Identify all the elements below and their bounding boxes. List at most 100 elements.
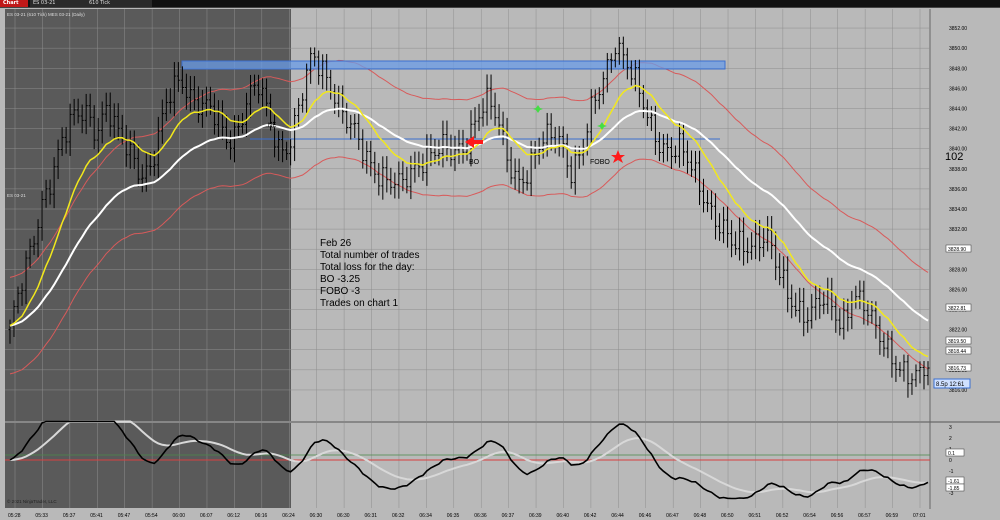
price-label-box [945,346,972,355]
time-tick: 06:56 [831,513,844,519]
time-tick: 06:48 [694,513,707,519]
time-tick: 06:47 [666,513,679,519]
price-label-box [945,244,972,253]
price-tick: 3840.00 [949,147,967,153]
price-tick: 3836.00 [949,187,967,193]
copyright-label: © 2021 NinjaTrader, LLC [7,498,57,504]
time-tick: 06:30 [310,513,323,519]
notes-line: Total number of trades [320,250,420,261]
fast-moving-average [9,84,929,358]
price-tick: 3838.00 [949,167,967,173]
notes-line: Trades on chart 1 [320,298,398,309]
time-tick: 06:12 [227,513,240,519]
time-tick: 06:42 [584,513,597,519]
time-tick: 05:54 [145,513,158,519]
time-tick: 07:01 [913,513,926,519]
time-tick: 06:44 [611,513,624,519]
time-tick: 05:37 [63,513,76,519]
title-bar: Chart ES 03-21 610 Tick [0,0,1000,7]
side-value-label: 102 [945,151,963,163]
time-tick: 06:57 [858,513,871,519]
oscillator-signal-line [9,420,928,494]
time-tick: 05:47 [118,513,131,519]
osc-label-box [945,448,965,457]
notes-line: BO -3.25 [320,274,360,285]
panel-header: ES 03-21 (610 Tick) MES 03-21 (Daily) [7,12,85,17]
oscillator-line [9,420,929,500]
osc-tick: 3 [949,425,952,431]
oscillator-axis-highlights: 0.1 -1.61 -1.85 [945,448,965,492]
price-tick: 3816.00 [949,388,967,394]
period-selector[interactable]: 610 Tick [86,0,152,7]
price-label-box [945,303,972,312]
bar-countdown: 8.5p 12:61 [936,382,965,388]
time-tick: 06:31 [365,513,378,519]
price-tick: 3822.00 [949,328,967,334]
resistance-zone [181,60,726,70]
upper-envelope [9,59,929,278]
time-tick: 06:37 [502,513,515,519]
price-tick: 3826.00 [949,287,967,293]
time-tick: 06:16 [255,513,268,519]
time-tick: 06:52 [776,513,789,519]
notes-line: Total loss for the day: [320,262,415,273]
osc-tick: -3 [949,491,954,497]
envelope-bands [9,59,929,375]
time-tick: 06:00 [173,513,186,519]
grid-lines [5,9,930,421]
price-tick: 3832.00 [949,227,967,233]
time-tick: 06:51 [748,513,761,519]
time-tick: 06:50 [721,513,734,519]
toolbar-divider [0,7,1000,8]
price-axis-area [930,9,1000,509]
bar-countdown-box [933,378,971,389]
time-tick: 06:46 [639,513,652,519]
time-tick: 06:39 [529,513,542,519]
price-tick: 3852.00 [949,26,967,32]
instrument-short-label: ES 03-21 [7,193,26,198]
price-tick: 3828.00 [949,267,967,273]
price-tick: 3842.00 [949,127,967,133]
price-label: 3819.50 [948,339,966,345]
price-label-box [945,363,972,372]
chart-menu-button[interactable]: Chart [0,0,28,7]
time-tick: 05:41 [90,513,103,519]
notes-line: FOBO -3 [320,286,360,297]
price-tick: 3834.00 [949,207,967,213]
time-tick: 06:40 [556,513,569,519]
shaded-session-region [5,9,291,421]
price-label: 3816.73 [948,366,966,372]
time-tick: 06:30 [337,513,350,519]
osc-tick: -1 [949,469,954,475]
osc-label: -1.61 [948,479,960,485]
time-tick: 06:35 [447,513,460,519]
fobo-marker-label: FOBO [590,159,610,166]
price-label: 3818.44 [948,349,966,355]
oscillator-grid [14,423,921,508]
price-tick: 3850.00 [949,46,967,52]
time-axis-area [0,509,1000,520]
time-tick: 06:59 [886,513,899,519]
price-tick: 3846.00 [949,86,967,92]
trade-notes: Feb 26 Total number of trades Total loss… [320,238,420,309]
time-tick: 06:34 [419,513,432,519]
osc-tick: 2 [949,436,952,442]
time-tick: 06:32 [392,513,405,519]
time-tick: 05:33 [35,513,48,519]
price-label-box [945,336,972,345]
osc-label: 0.1 [948,451,955,457]
price-axis-highlights: 3828.90 3822.81 3819.50 3818.44 3816.73 … [933,244,972,389]
time-tick: 06:36 [474,513,487,519]
time-axis[interactable]: 05:28 05:33 05:37 05:41 05:47 05:54 06:00 06:07… [8,513,926,519]
time-tick: 06:54 [803,513,816,519]
bo-entry-arrow [465,136,483,148]
notes-title: Feb 26 [320,238,352,249]
ne-marker-label: NE [268,123,276,129]
time-tick: 05:28 [8,513,21,519]
price-tick: 3848.00 [949,66,967,72]
bo-marker-label: BO [469,159,480,166]
fobo-entry-star [611,150,625,163]
osc-label-box [945,483,965,492]
